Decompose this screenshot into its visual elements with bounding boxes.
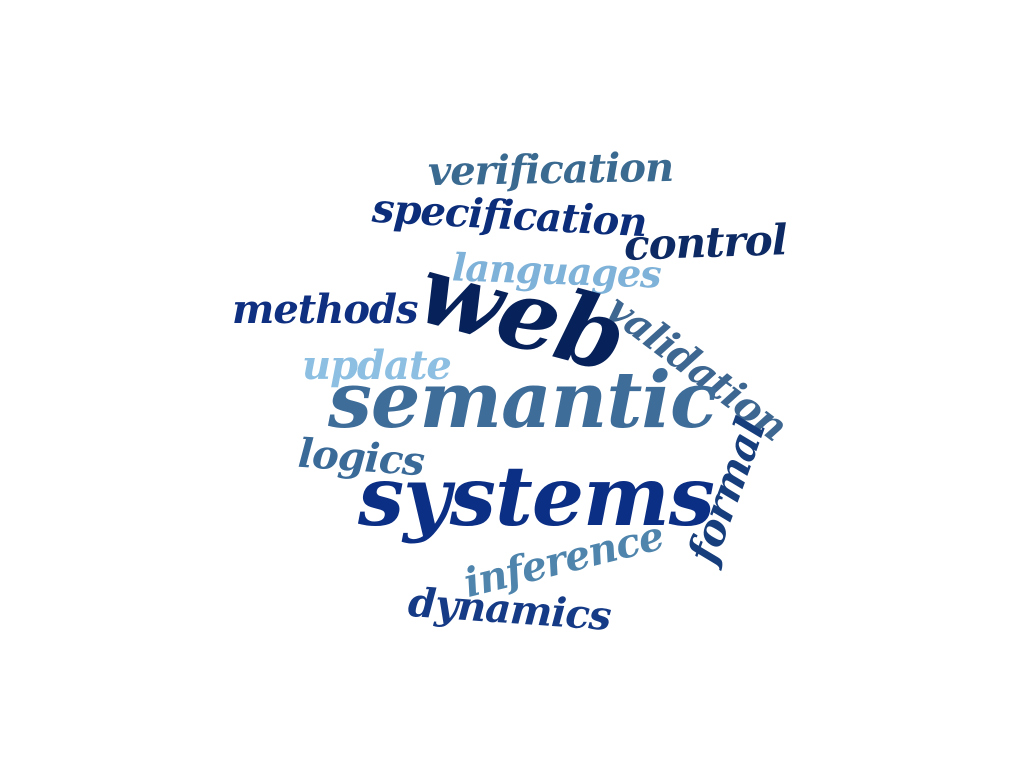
word-update: update bbox=[302, 342, 452, 389]
word-systems: systems bbox=[358, 449, 715, 545]
word-semantic: semantic bbox=[328, 355, 717, 446]
word-specification: specification bbox=[370, 184, 648, 247]
word-verification: verification bbox=[427, 143, 674, 196]
word-dynamics: dynamics bbox=[406, 578, 613, 641]
word-methods: methods bbox=[232, 286, 418, 333]
